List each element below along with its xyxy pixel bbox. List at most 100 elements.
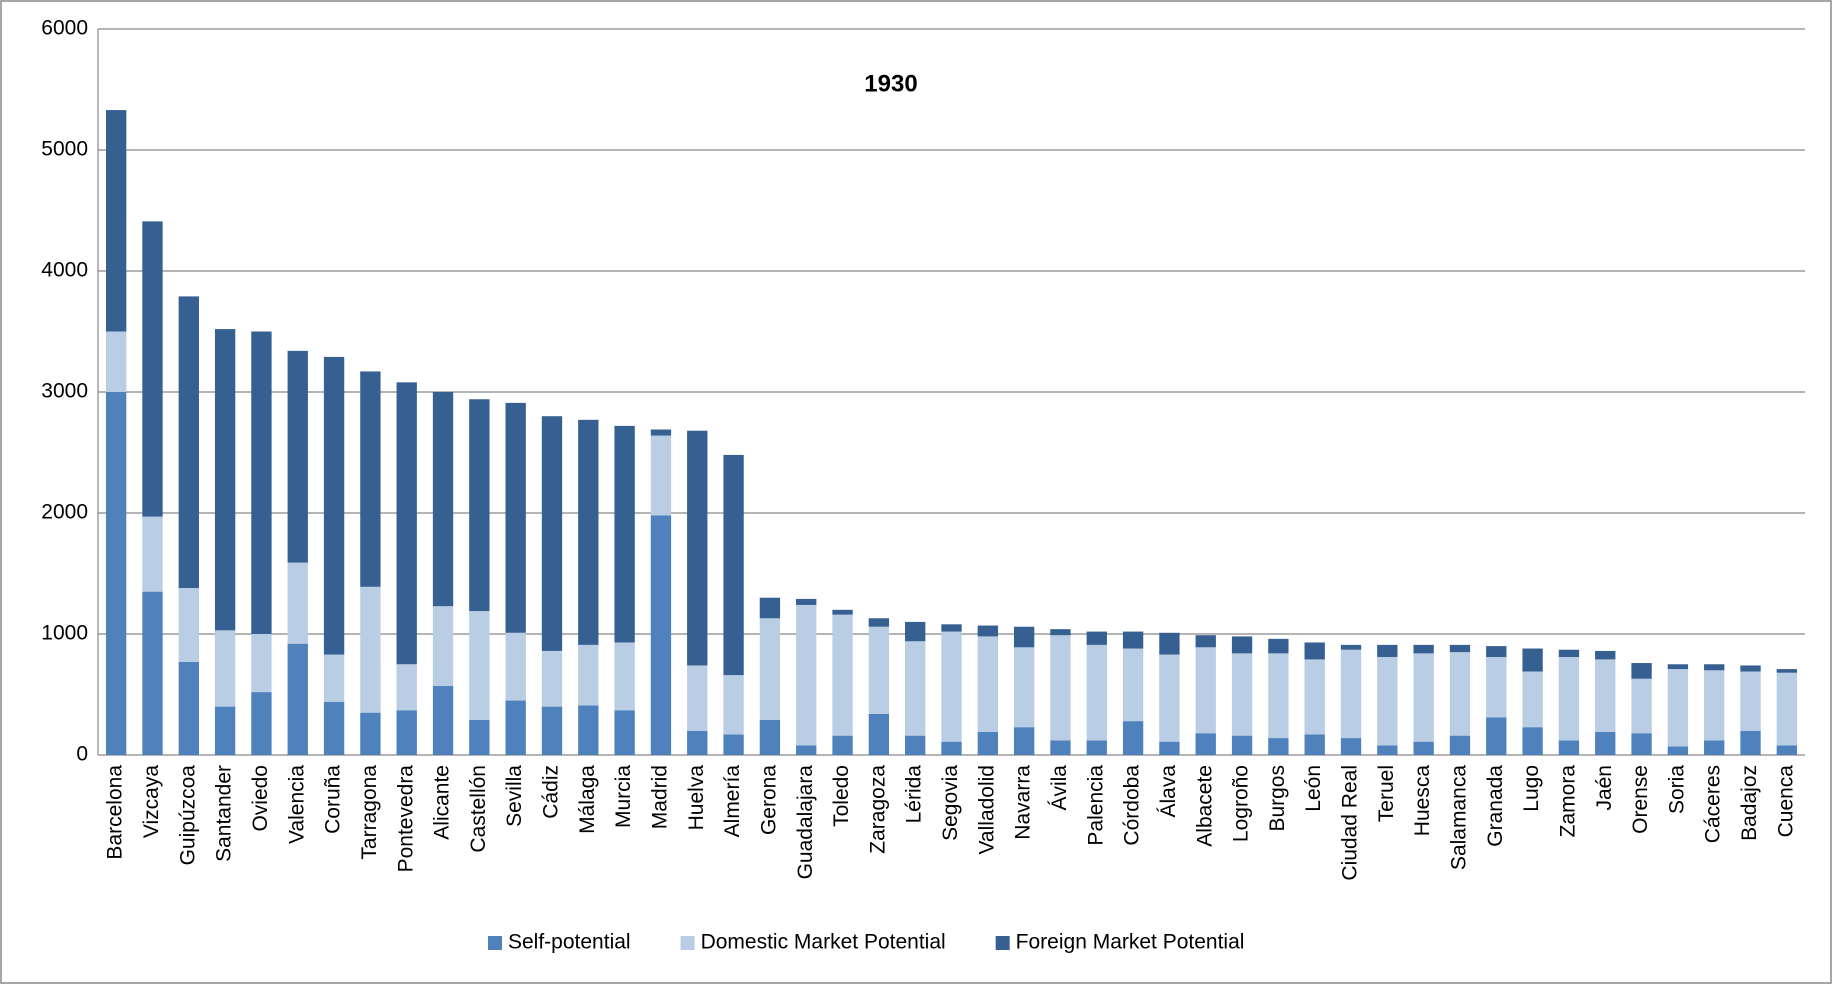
bar-segment <box>505 632 526 701</box>
bar-segment <box>1086 644 1107 741</box>
bar-segment <box>1195 635 1216 648</box>
bar-segment <box>323 654 345 702</box>
bar-segment <box>650 515 672 755</box>
bar-segment <box>142 516 163 592</box>
x-tick-label: Badajoz <box>1738 765 1761 841</box>
bar-segment <box>432 686 454 755</box>
bar-segment <box>323 356 345 655</box>
bar-segment <box>1631 663 1652 679</box>
bar-segment <box>1013 626 1035 648</box>
bar-segment <box>505 700 526 755</box>
bar-segment <box>1268 653 1289 739</box>
bar-segment <box>1195 733 1216 755</box>
bar-segment <box>142 591 163 755</box>
bar-segment <box>868 626 890 714</box>
bar-segment <box>251 692 272 755</box>
bar-segment <box>1231 735 1253 755</box>
bar-segment <box>650 429 672 436</box>
y-tick-label: 6000 <box>41 17 88 40</box>
bar-segment <box>1086 740 1107 755</box>
x-tick-label: Cádiz <box>540 765 563 819</box>
bar-segment <box>1304 642 1325 660</box>
bar-segment <box>1231 653 1253 736</box>
x-tick-label: Navarra <box>1012 765 1035 840</box>
x-tick-label: Teruel <box>1375 765 1398 822</box>
bar-segment <box>1704 664 1725 671</box>
bar-segment <box>832 735 853 755</box>
bar-segment <box>905 621 926 642</box>
bar-segment <box>1231 636 1253 654</box>
y-tick-label: 0 <box>76 743 88 766</box>
bar-segment <box>796 598 817 605</box>
bar-segment <box>687 430 708 666</box>
bar-segment <box>1340 649 1362 739</box>
bar-segment <box>1667 746 1689 755</box>
bar-segment <box>396 664 417 711</box>
bar-segment <box>105 392 127 755</box>
bar-segment <box>1413 644 1434 654</box>
bar-segment <box>759 719 781 755</box>
bar-segment <box>105 110 127 332</box>
bar-segment <box>687 730 708 755</box>
bar-segment <box>1304 734 1325 755</box>
bar-segment <box>1522 671 1543 728</box>
x-tick-label: Valladolid <box>975 765 998 855</box>
bar-segment <box>1486 656 1507 718</box>
bar-segment <box>1449 735 1471 755</box>
bar-segment <box>759 597 781 619</box>
bar-segment <box>323 701 345 755</box>
bar-segment <box>1449 652 1471 736</box>
x-tick-label: Coruña <box>322 765 345 834</box>
x-tick-label: Vizcaya <box>140 765 163 838</box>
bar-segment <box>1776 745 1798 755</box>
bar-segment <box>396 382 417 665</box>
x-tick-label: Logroño <box>1230 765 1253 842</box>
bar-segment <box>1595 650 1616 660</box>
bar-segment <box>1595 659 1616 733</box>
bar-segment <box>1377 656 1398 746</box>
bar-segment <box>1122 631 1144 649</box>
bar-segment <box>541 650 563 707</box>
x-tick-label: Álava <box>1157 765 1180 818</box>
bar-segment <box>1486 717 1507 755</box>
bar-segment <box>1631 733 1652 755</box>
x-tick-label: Córdoba <box>1121 765 1144 846</box>
y-tick-label: 1000 <box>41 622 88 645</box>
bar-segment <box>1631 678 1652 734</box>
x-tick-label: Madrid <box>648 765 671 829</box>
x-tick-label: Ciudad Real <box>1339 765 1362 881</box>
legend-swatch <box>680 936 695 950</box>
x-tick-label: Zamora <box>1556 765 1579 838</box>
bar-segment <box>868 618 890 627</box>
bar-segment <box>1377 644 1398 657</box>
bar-segment <box>469 399 490 612</box>
bar-segment <box>541 706 563 755</box>
bar-segment <box>941 631 962 742</box>
x-tick-label: Ávila <box>1048 765 1071 811</box>
bar-segment <box>650 435 672 516</box>
bar-segment <box>832 609 853 615</box>
bar-segment <box>1159 654 1180 742</box>
bar-segment <box>1449 644 1471 653</box>
x-tick-label: Cáceres <box>1702 765 1725 843</box>
x-tick-label: León <box>1302 765 1325 812</box>
bar-segment <box>1522 727 1543 755</box>
bar-segment <box>178 296 199 589</box>
x-tick-label: Málaga <box>576 765 599 834</box>
legend-swatch <box>995 936 1010 950</box>
bar-segment <box>396 710 417 755</box>
x-tick-label: Cuenca <box>1774 765 1797 838</box>
chart-title: 1930 <box>864 70 917 97</box>
bar-segment <box>1413 741 1434 755</box>
bar-segment <box>614 425 635 643</box>
y-tick-label: 2000 <box>41 501 88 524</box>
bar-segment <box>759 618 781 720</box>
bar-segment <box>1558 740 1580 755</box>
bar-segment <box>1704 670 1725 741</box>
x-tick-label: Segovia <box>939 765 962 841</box>
bar-segment <box>1740 671 1761 731</box>
bar-segment <box>578 644 599 706</box>
bar-segment <box>796 745 817 755</box>
bar-segment <box>214 630 236 707</box>
